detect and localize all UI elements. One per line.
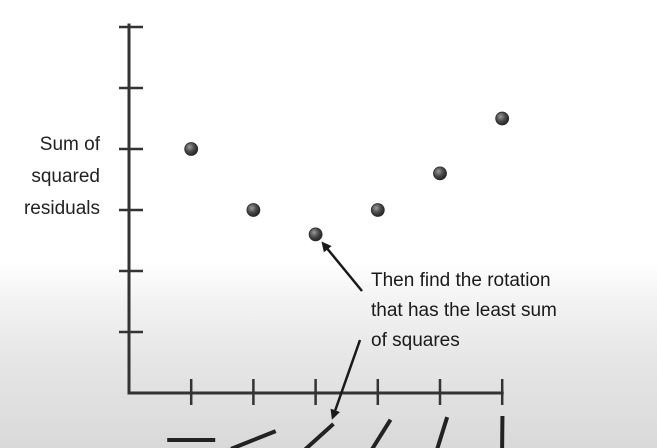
- data-point-1: [184, 142, 199, 156]
- arrow-to-rotation: [330, 339, 362, 420]
- rotation-glyph-2: [230, 429, 277, 448]
- y-axis-label-line-1: Sum of: [39, 134, 100, 155]
- annotation-arrows: [321, 241, 363, 420]
- rotation-glyph-5: [435, 416, 450, 448]
- data-points: [184, 111, 510, 242]
- line-rotation-glyphs: [167, 415, 505, 448]
- rotation-glyph-3: [303, 422, 335, 448]
- axis-ticks: [119, 25, 504, 405]
- annotation-line-1: Then find the rotation: [371, 270, 551, 291]
- data-point-6: [495, 111, 510, 126]
- arrow-to-min-point: [321, 241, 363, 292]
- rotation-glyph-4: [370, 418, 393, 448]
- data-point-5: [433, 166, 447, 181]
- data-point-3: [308, 227, 323, 242]
- annotation-line-3: of squares: [371, 330, 460, 351]
- y-axis-label-line-2: squared: [31, 166, 100, 187]
- data-point-2: [246, 203, 261, 217]
- annotation-line-2: that has the least sum: [371, 300, 557, 321]
- data-point-4: [370, 203, 385, 217]
- y-axis-label-line-3: residuals: [23, 198, 100, 219]
